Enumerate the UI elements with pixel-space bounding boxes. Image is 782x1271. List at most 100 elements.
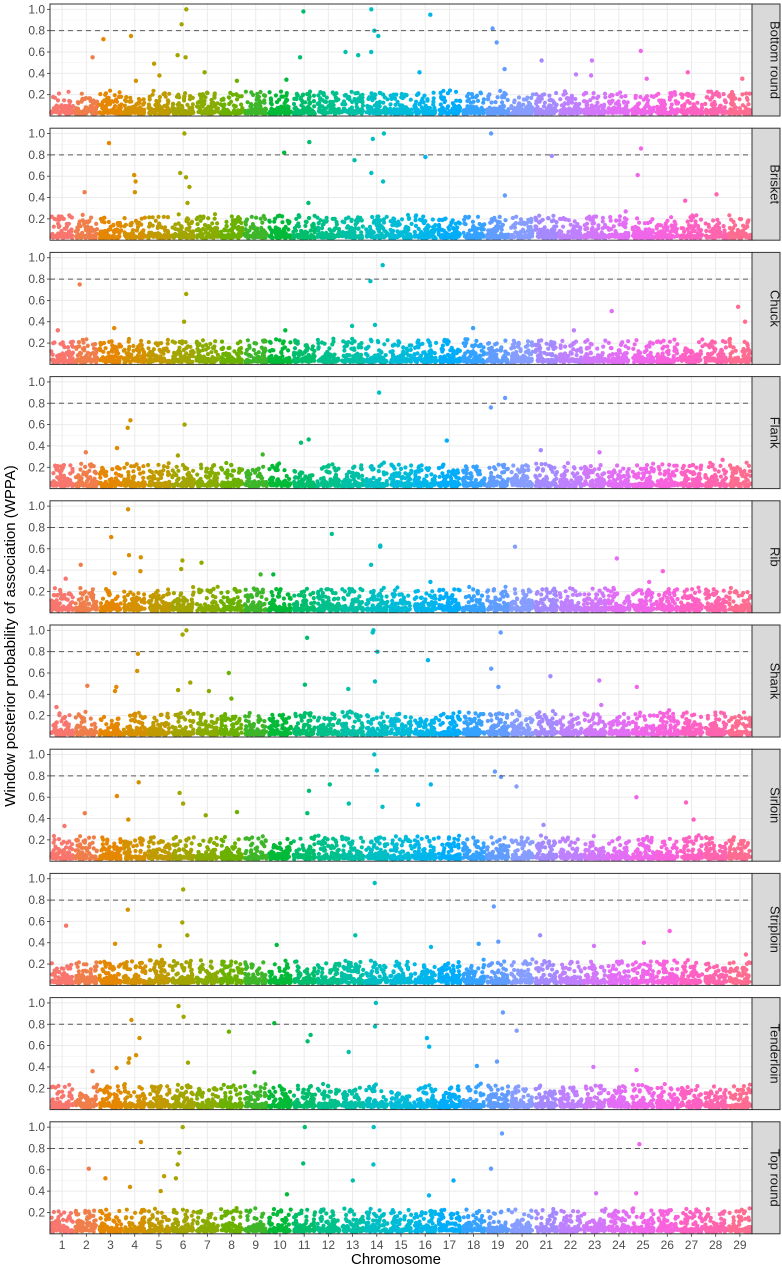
peak-point [683,198,688,203]
data-point [446,104,451,109]
data-point [391,216,396,221]
data-point [202,94,207,99]
data-point [662,225,667,230]
data-point [277,338,282,343]
data-point [488,228,493,233]
peak-point [106,140,112,146]
data-point [324,233,329,239]
data-point [79,99,84,104]
data-point [236,224,241,230]
data-point [281,339,286,344]
data-point [525,235,530,240]
data-point [261,348,266,353]
data-point [626,231,631,236]
data-point [146,340,151,345]
data-point [375,111,380,116]
data-point [128,221,133,226]
data-point [378,218,383,223]
data-point [171,101,176,106]
data-point [137,98,142,103]
data-point [381,234,386,239]
data-point [122,347,127,352]
data-point [747,110,752,116]
data-point [439,95,444,100]
data-point [551,213,556,218]
data-point [149,231,154,236]
peak-point [714,192,719,197]
data-point [588,217,593,222]
data-point [198,218,203,223]
data-point [561,92,566,97]
data-point [213,339,218,344]
data-point [723,234,728,239]
data-point [68,234,73,239]
data-point [200,344,205,349]
peak-point [417,70,422,75]
data-point [608,110,614,115]
data-point [513,230,518,235]
data-point [104,110,109,115]
data-point [198,229,203,234]
y-tick-label: 1.0 [28,2,45,16]
data-point [646,234,651,239]
data-point [51,357,56,362]
data-point [235,341,240,346]
data-point [742,111,747,116]
data-point [224,219,229,224]
data-point [66,89,71,94]
data-point [107,339,112,344]
data-point [142,215,147,220]
data-point [525,95,530,100]
peak-point [369,170,374,176]
data-point [110,356,115,361]
data-point [572,104,578,109]
data-point [654,224,659,229]
data-point [374,100,380,105]
data-point [359,235,364,240]
data-point [478,91,484,96]
data-point [170,359,175,365]
y-tick-label: 0.6 [28,45,45,59]
data-point [562,102,567,107]
data-point [528,102,533,107]
peak-point [90,55,95,60]
data-point [286,227,291,232]
data-point [69,229,74,234]
data-point [281,358,286,363]
data-point [54,103,59,108]
data-point [224,351,229,356]
data-point [296,235,301,240]
data-point [312,111,317,116]
data-point [343,216,349,221]
data-point [687,223,692,228]
data-point [238,234,243,239]
data-point [68,340,73,345]
data-point [370,229,375,234]
peak-point [573,72,579,77]
data-point [124,99,129,104]
data-point [450,109,455,114]
data-point [537,109,542,115]
data-point [98,231,103,236]
data-point [190,233,195,238]
data-point [495,95,500,100]
data-point [509,225,514,230]
data-point [65,111,71,117]
data-point [422,93,427,98]
data-point [288,340,293,345]
data-point [319,235,324,240]
peak-point [306,200,311,206]
data-point [75,353,80,358]
data-point [659,229,664,234]
data-point [529,218,534,223]
data-point [584,221,590,226]
data-point [307,91,312,96]
peak-point [343,49,348,55]
data-point [226,359,231,364]
data-point [565,110,570,115]
data-point [606,233,611,238]
data-point [746,218,751,223]
data-point [600,219,605,224]
data-point [433,223,438,228]
